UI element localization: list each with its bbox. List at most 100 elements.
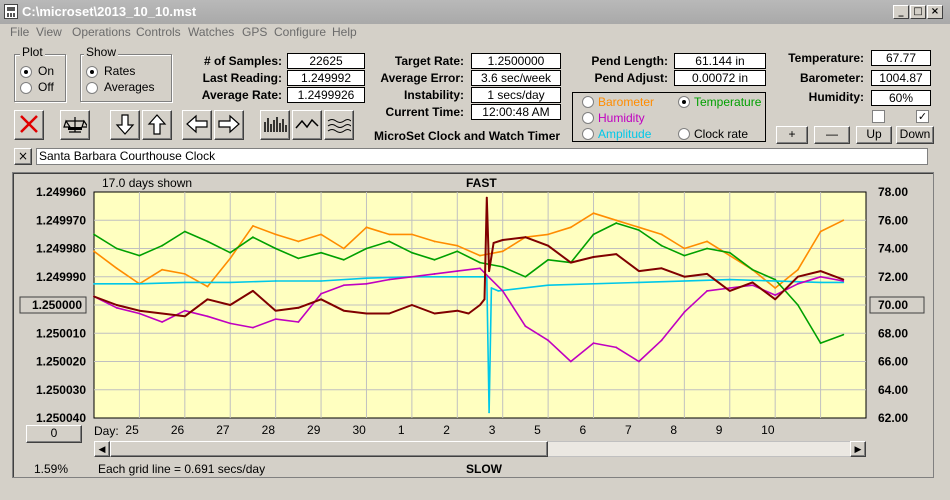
barometer-field: 1004.87 <box>871 70 931 86</box>
left-checkbox[interactable] <box>872 110 885 123</box>
target-rate-label: Target Rate: <box>394 54 464 68</box>
arrow-left-icon <box>185 114 209 137</box>
amplitude-radio[interactable] <box>582 128 594 140</box>
noisy-wave-button[interactable] <box>324 110 354 140</box>
data-point <box>320 280 322 282</box>
data-point <box>138 309 141 312</box>
triangle-right-icon: ▶ <box>854 444 862 454</box>
zoom-in-button[interactable]: + <box>776 126 808 144</box>
smooth-wave-button[interactable] <box>292 110 322 140</box>
data-point <box>388 312 391 315</box>
data-point <box>547 244 550 247</box>
show-group-title: Show <box>84 45 119 59</box>
data-point <box>433 258 436 261</box>
data-point <box>456 250 459 253</box>
menu-controls[interactable]: Controls <box>136 25 181 39</box>
move-left-button[interactable] <box>182 110 212 140</box>
show-averages-label: Averages <box>104 80 155 94</box>
move-up-button[interactable] <box>142 110 172 140</box>
data-point <box>547 339 550 342</box>
show-rates-radio[interactable] <box>86 66 98 78</box>
zoom-out-button[interactable]: — <box>814 126 850 144</box>
data-point <box>660 244 663 247</box>
humidity-radio[interactable] <box>582 112 594 124</box>
scroll-left-button[interactable]: ◀ <box>94 441 110 457</box>
temperature-label: Temperature: <box>788 51 864 65</box>
data-point <box>456 275 459 278</box>
barometer-radio[interactable] <box>582 96 594 108</box>
x-day-label: 28 <box>262 423 276 437</box>
minimize-button[interactable]: _ <box>893 5 909 19</box>
bar-graph-icon <box>263 114 287 137</box>
y-left-tick-label: 1.250030 <box>36 383 86 397</box>
data-point <box>683 254 686 257</box>
clock-rate-radio[interactable] <box>678 128 690 140</box>
menu-watches[interactable]: Watches <box>188 25 235 39</box>
data-point <box>274 280 277 282</box>
series-line <box>93 212 844 289</box>
show-averages-radio[interactable] <box>86 82 98 94</box>
menu-operations[interactable]: Operations <box>72 25 131 39</box>
pend-length-field: 61.144 in <box>674 53 766 69</box>
data-point <box>320 233 322 236</box>
data-point <box>93 282 95 285</box>
maximize-button[interactable]: □ <box>910 5 926 19</box>
app-caption: MicroSet Clock and Watch Timer <box>374 129 561 143</box>
bar-graph-button[interactable] <box>260 110 290 140</box>
data-point <box>751 284 754 287</box>
menu-configure[interactable]: Configure <box>274 25 327 39</box>
data-point <box>479 261 481 264</box>
move-down-button[interactable] <box>110 110 140 140</box>
data-point <box>842 278 845 281</box>
data-point <box>161 244 164 247</box>
data-point <box>592 256 595 258</box>
data-point <box>433 240 436 243</box>
x-day-label: 8 <box>670 423 677 437</box>
clear-data-button[interactable] <box>14 110 44 140</box>
data-point <box>796 304 799 306</box>
scroll-up-button[interactable]: Up <box>856 126 892 144</box>
menu-help[interactable]: Help <box>332 25 357 39</box>
scrollbar-thumb[interactable] <box>110 441 548 457</box>
menu-gps[interactable]: GPS <box>242 25 268 39</box>
right-checkbox[interactable]: ✓ <box>916 110 929 123</box>
triangle-left-icon: ◀ <box>98 444 106 454</box>
menu-view[interactable]: View <box>36 25 62 39</box>
data-point <box>456 309 459 312</box>
reset-zero-button[interactable]: 0 <box>26 425 82 443</box>
data-point <box>342 258 345 261</box>
move-right-button[interactable] <box>214 110 244 140</box>
data-point <box>706 289 708 292</box>
app-icon <box>4 4 18 19</box>
balance-button[interactable] <box>60 110 90 140</box>
x-day-label: 2 <box>443 423 450 437</box>
data-point <box>297 257 300 260</box>
data-point <box>683 311 686 313</box>
menu-file[interactable]: File <box>10 25 30 39</box>
clock-name-input[interactable]: Santa Barbara Courthouse Clock <box>36 148 928 165</box>
data-point <box>660 233 663 236</box>
x-day-label: 3 <box>489 423 496 437</box>
data-point <box>569 261 572 264</box>
data-point <box>842 333 845 336</box>
data-point <box>183 281 186 284</box>
data-point <box>252 225 254 227</box>
clear-name-button[interactable]: × <box>14 148 32 165</box>
plot-on-radio[interactable] <box>20 66 32 78</box>
data-point <box>479 275 481 278</box>
data-point <box>796 275 799 278</box>
close-window-button[interactable]: × <box>927 5 943 19</box>
scroll-down-button[interactable]: Down <box>896 126 934 144</box>
plot-off-radio[interactable] <box>20 82 32 94</box>
y-left-tick-label: 1.250010 <box>36 326 86 340</box>
instability-label: Instability: <box>403 88 464 102</box>
x-day-label: 30 <box>352 423 366 437</box>
data-point <box>93 295 95 298</box>
data-point <box>842 219 845 222</box>
scroll-right-button[interactable]: ▶ <box>850 441 866 457</box>
data-point <box>161 268 164 271</box>
temperature-radio[interactable] <box>678 96 690 108</box>
amplitude-option: Amplitude <box>598 127 652 141</box>
last-reading-field: 1.249992 <box>287 70 365 86</box>
data-point <box>638 229 640 232</box>
